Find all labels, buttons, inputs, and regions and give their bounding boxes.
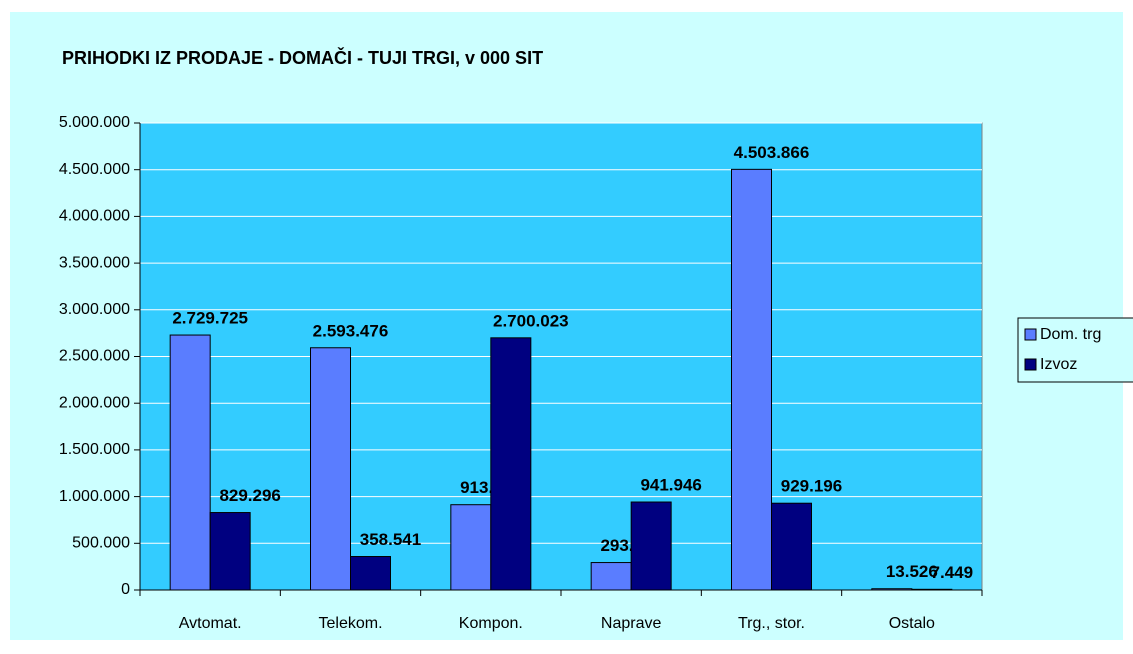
y-tick-label: 1.500.000 (59, 441, 130, 458)
bar (771, 502, 812, 591)
y-tick-label: 2.000.000 (59, 394, 130, 411)
y-tick-label: 1.000.000 (59, 488, 130, 505)
x-tick-label: Telekom. (318, 615, 382, 632)
data-label: 829.296 (219, 486, 280, 505)
data-label: 7.449 (931, 563, 974, 582)
x-tick-label: Ostalo (889, 615, 935, 632)
bar (871, 588, 913, 591)
x-tick-label: Naprave (601, 615, 662, 632)
y-tick-label: 500.000 (72, 535, 130, 552)
y-tick-label: 3.000.000 (59, 301, 130, 318)
data-label: 13.526 (886, 562, 938, 581)
legend (1017, 317, 1133, 383)
data-label: 929.196 (781, 477, 842, 496)
x-tick-label: Trg., stor. (738, 615, 805, 632)
data-label: 941.946 (640, 476, 701, 495)
legend-swatch (1024, 358, 1037, 371)
bar (911, 588, 953, 591)
data-label: 2.593.476 (313, 321, 389, 340)
y-tick-label: 0 (121, 581, 130, 598)
data-label: 4.503.866 (734, 143, 810, 162)
y-tick-label: 2.500.000 (59, 348, 130, 365)
data-label: 2.700.023 (493, 311, 569, 330)
y-tick-label: 5.000.000 (59, 114, 130, 131)
bar (209, 512, 251, 591)
legend-swatch (1024, 328, 1037, 341)
y-tick-label: 4.000.000 (59, 208, 130, 225)
y-tick-label: 3.500.000 (59, 254, 130, 271)
bar (450, 504, 492, 591)
chart-title: PRIHODKI IZ PRODAJE - DOMAČI - TUJI TRGI… (62, 47, 543, 68)
y-tick-label: 4.500.000 (59, 161, 130, 178)
data-label: 358.541 (360, 530, 421, 549)
bar (310, 347, 351, 591)
bar (590, 562, 632, 591)
x-tick-label: Avtomat. (179, 615, 242, 632)
x-tick-label: Kompon. (459, 615, 523, 632)
data-label: 2.729.725 (172, 309, 248, 328)
bar (731, 168, 772, 591)
legend-label: Dom. trg (1040, 326, 1101, 343)
bar (630, 501, 672, 591)
bar (350, 556, 391, 591)
bar (490, 337, 532, 591)
bar (169, 334, 211, 591)
legend-label: Izvoz (1040, 356, 1077, 373)
